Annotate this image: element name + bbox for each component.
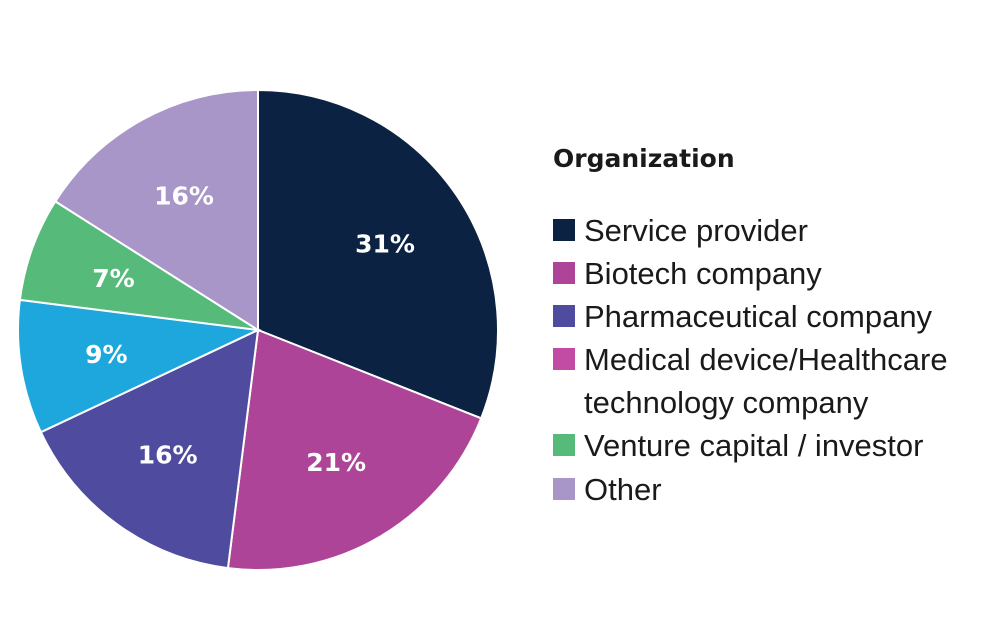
pie-slice-label: 7% xyxy=(92,264,134,293)
legend-label: Pharmaceutical company xyxy=(584,299,933,334)
legend-swatch xyxy=(553,305,575,327)
legend-swatch xyxy=(553,478,575,500)
legend-label: Biotech company xyxy=(584,256,822,291)
pie-slice xyxy=(17,298,262,434)
pie-slice-label: 21% xyxy=(306,448,366,477)
legend-label: Service provider xyxy=(584,213,808,248)
pie-slice-label: 16% xyxy=(154,181,214,210)
legend-title: Organization xyxy=(553,144,735,173)
legend: Organization Service provider Biotech com… xyxy=(553,144,948,507)
pie-slice xyxy=(39,328,260,570)
pie-labels: 31% 21% 16% 9% 7% 16% xyxy=(85,181,415,477)
pie-slice-label: 16% xyxy=(138,440,198,469)
pie-slices xyxy=(17,88,499,571)
pie-slice-label: 31% xyxy=(355,230,415,259)
legend-swatch xyxy=(553,219,575,241)
pie-slice-label: 9% xyxy=(85,340,127,369)
legend-label: Medical device/Healthcare technology comp… xyxy=(584,342,948,420)
pie-slice xyxy=(53,88,259,332)
pie-slice xyxy=(226,328,483,571)
pie-slice xyxy=(257,88,499,420)
legend-label: Other xyxy=(584,472,662,507)
legend-swatch xyxy=(553,262,575,284)
legend-swatch xyxy=(553,434,575,456)
legend-swatch xyxy=(553,348,575,370)
pie-slice xyxy=(18,200,259,331)
legend-label: Venture capital / investor xyxy=(584,428,923,463)
